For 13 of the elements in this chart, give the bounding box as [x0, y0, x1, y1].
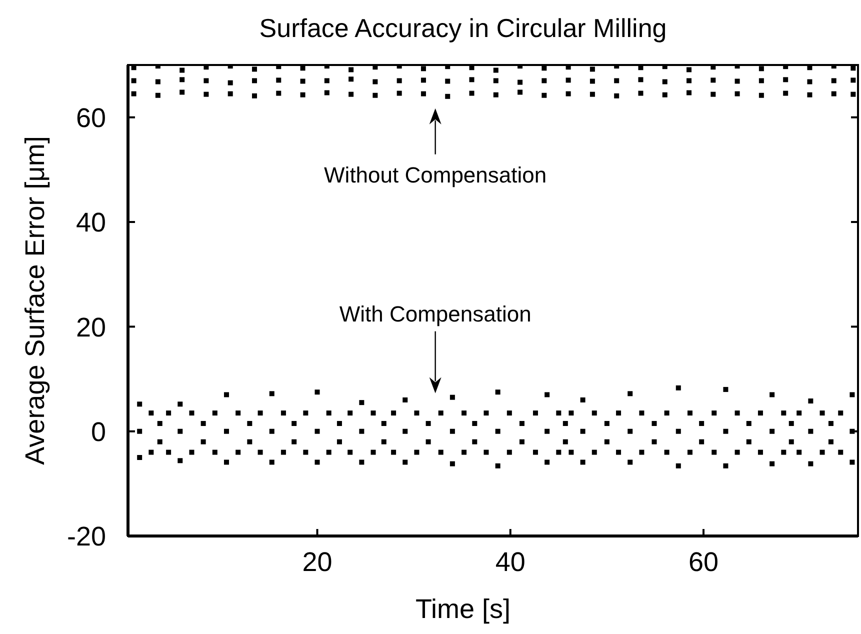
chart-title: Surface Accuracy in Circular Milling [259, 13, 667, 43]
annotation: With Compensation [339, 301, 532, 326]
y-tick-label: 20 [76, 312, 106, 342]
x-tick-label: 40 [495, 547, 526, 578]
x-axis-title: Time [s] [415, 594, 511, 624]
y-axis-title: Average Surface Error [μm] [20, 136, 50, 465]
annotation: Without Compensation [324, 162, 547, 188]
y-tick-label: 60 [76, 102, 106, 133]
x-tick-label: 20 [302, 547, 332, 578]
y-tick-label: 40 [76, 208, 106, 238]
y-tick-label: -20 [66, 522, 106, 552]
x-tick-label: 60 [688, 547, 719, 578]
y-tick-label: 0 [90, 416, 106, 447]
